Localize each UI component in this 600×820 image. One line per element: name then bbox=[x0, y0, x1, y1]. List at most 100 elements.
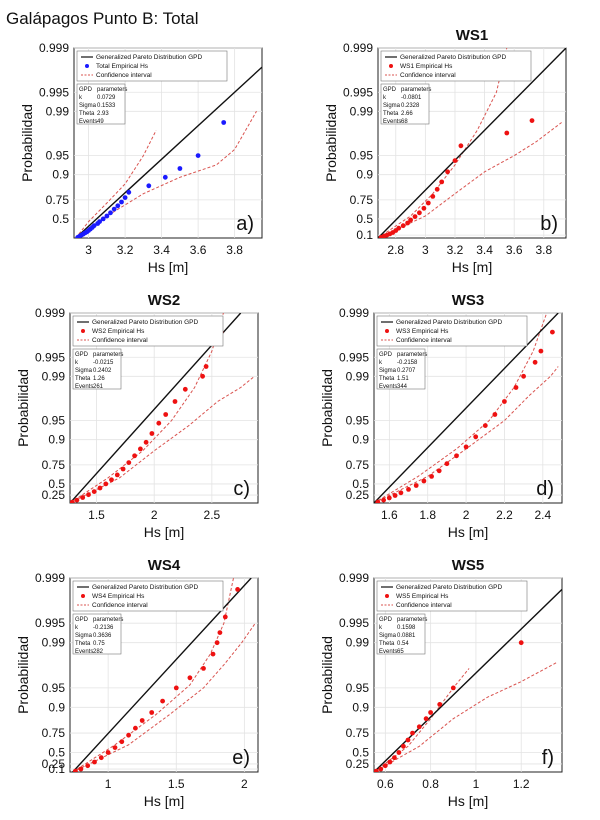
param-value: 2.66 bbox=[401, 111, 413, 117]
y-tick-label: 0.999 bbox=[343, 41, 373, 55]
data-point bbox=[513, 385, 519, 390]
data-point bbox=[214, 640, 220, 646]
legend-box bbox=[376, 315, 528, 347]
chart-title: WS2 bbox=[148, 292, 181, 309]
param-name: Sigma bbox=[79, 103, 97, 109]
data-point bbox=[201, 666, 206, 671]
y-tick-label: 0.75 bbox=[42, 458, 66, 472]
data-point bbox=[112, 745, 118, 750]
data-point bbox=[109, 477, 114, 483]
param-name: Events bbox=[383, 119, 401, 125]
legend-entry: Generalized Pareto Distribution GPD bbox=[400, 54, 507, 61]
data-point bbox=[105, 750, 111, 755]
param-name: k bbox=[79, 95, 83, 101]
data-point bbox=[410, 730, 415, 736]
param-name: GPD bbox=[79, 87, 93, 93]
param-name: Sigma bbox=[379, 633, 397, 639]
param-value: 68 bbox=[401, 119, 408, 125]
param-value: -0.0215 bbox=[93, 360, 114, 366]
param-value: 261 bbox=[93, 384, 104, 390]
y-tick-label: 0.25 bbox=[42, 488, 66, 502]
param-value: -0.2136 bbox=[93, 625, 114, 631]
x-axis-label: Hs [m] bbox=[148, 259, 188, 275]
data-point bbox=[120, 466, 126, 472]
data-point bbox=[375, 499, 381, 503]
y-axis-label: Probabilidad bbox=[19, 104, 35, 182]
data-point bbox=[492, 412, 498, 417]
data-point bbox=[104, 213, 110, 219]
y-tick-label: 0.99 bbox=[350, 104, 374, 118]
data-point bbox=[126, 189, 132, 195]
data-point bbox=[172, 399, 178, 404]
x-tick-label: 3.8 bbox=[226, 243, 243, 257]
data-point bbox=[387, 759, 393, 765]
plot-area bbox=[374, 313, 559, 503]
legend-point-swatch bbox=[385, 594, 389, 598]
data-point bbox=[138, 446, 143, 452]
data-point bbox=[401, 743, 406, 749]
plot-area bbox=[374, 588, 562, 772]
param-name: k bbox=[379, 360, 383, 366]
panel-3: 1.5 2 2.5 0.250.5 0.75 0.9 0.95 0.99 0.995 0.999 G… bbox=[15, 292, 259, 540]
y-tick-label: 0.99 bbox=[42, 369, 66, 383]
legend-box bbox=[76, 50, 228, 82]
param-value: parameters bbox=[93, 617, 123, 623]
y-tick-label: 0.99 bbox=[346, 636, 370, 650]
y-tick-label: 0.95 bbox=[42, 681, 66, 695]
param-value: 0.1598 bbox=[397, 625, 416, 631]
param-name: Sigma bbox=[379, 368, 397, 374]
param-value: 0.75 bbox=[93, 641, 105, 647]
data-point bbox=[143, 439, 149, 445]
legend-point-swatch bbox=[385, 329, 389, 333]
y-tick-label: 0.75 bbox=[350, 193, 374, 207]
data-point bbox=[92, 759, 97, 765]
data-point bbox=[429, 474, 434, 479]
y-tick-label: 0.995 bbox=[339, 350, 369, 364]
data-point bbox=[126, 460, 132, 465]
y-tick-label: 0.9 bbox=[48, 700, 65, 714]
param-value: 0.3636 bbox=[93, 633, 112, 639]
param-name: GPD bbox=[75, 352, 89, 358]
ci-lower-line bbox=[72, 622, 256, 772]
y-axis-label: Probabilidad bbox=[319, 369, 335, 447]
data-point bbox=[405, 220, 410, 226]
y-tick-label: 0.1 bbox=[48, 762, 65, 776]
panel-4: 1.6 1.8 2 2.2 2.4 0.250.5 0.75 0.9 0.95 0.99 0.995… bbox=[319, 292, 563, 540]
y-tick-label: 0.1 bbox=[356, 228, 373, 242]
data-point bbox=[163, 412, 169, 417]
data-point bbox=[222, 614, 228, 620]
legend-entry: Confidence interval bbox=[400, 72, 456, 79]
data-point bbox=[115, 203, 121, 209]
y-tick-label: 0.5 bbox=[48, 746, 65, 760]
x-axis-label: Hs [m] bbox=[448, 793, 488, 809]
y-tick-label: 0.995 bbox=[35, 616, 65, 630]
data-point bbox=[156, 420, 162, 426]
params-box bbox=[72, 613, 122, 655]
legend-box bbox=[376, 580, 528, 612]
gpd-fit-line bbox=[75, 66, 262, 238]
y-tick-label: 0.99 bbox=[346, 369, 370, 383]
legend-entry: Generalized Pareto Distribution GPD bbox=[92, 584, 199, 591]
legend-point-swatch bbox=[81, 594, 85, 598]
y-tick-label: 0.995 bbox=[339, 616, 369, 630]
data-point bbox=[97, 219, 102, 225]
x-tick-label: 3.6 bbox=[506, 243, 523, 257]
data-point bbox=[458, 143, 464, 149]
param-name: Theta bbox=[383, 111, 399, 117]
data-point bbox=[482, 423, 488, 428]
data-point bbox=[396, 225, 402, 231]
legend-point-swatch bbox=[389, 64, 393, 68]
data-point bbox=[502, 399, 507, 404]
x-tick-label: 3.4 bbox=[476, 243, 493, 257]
data-point bbox=[392, 493, 398, 498]
data-point bbox=[400, 223, 406, 229]
params-box bbox=[76, 83, 126, 125]
legend-entry: Total Empirical Hs bbox=[96, 63, 149, 70]
data-point bbox=[98, 755, 104, 761]
y-tick-label: 0.9 bbox=[352, 433, 369, 447]
x-tick-label: 0.8 bbox=[422, 777, 439, 791]
legend-entry: Confidence interval bbox=[96, 72, 152, 79]
y-tick-label: 0.25 bbox=[346, 757, 370, 771]
y-tick-label: 0.5 bbox=[356, 212, 373, 226]
ci-upper-line bbox=[75, 130, 157, 238]
